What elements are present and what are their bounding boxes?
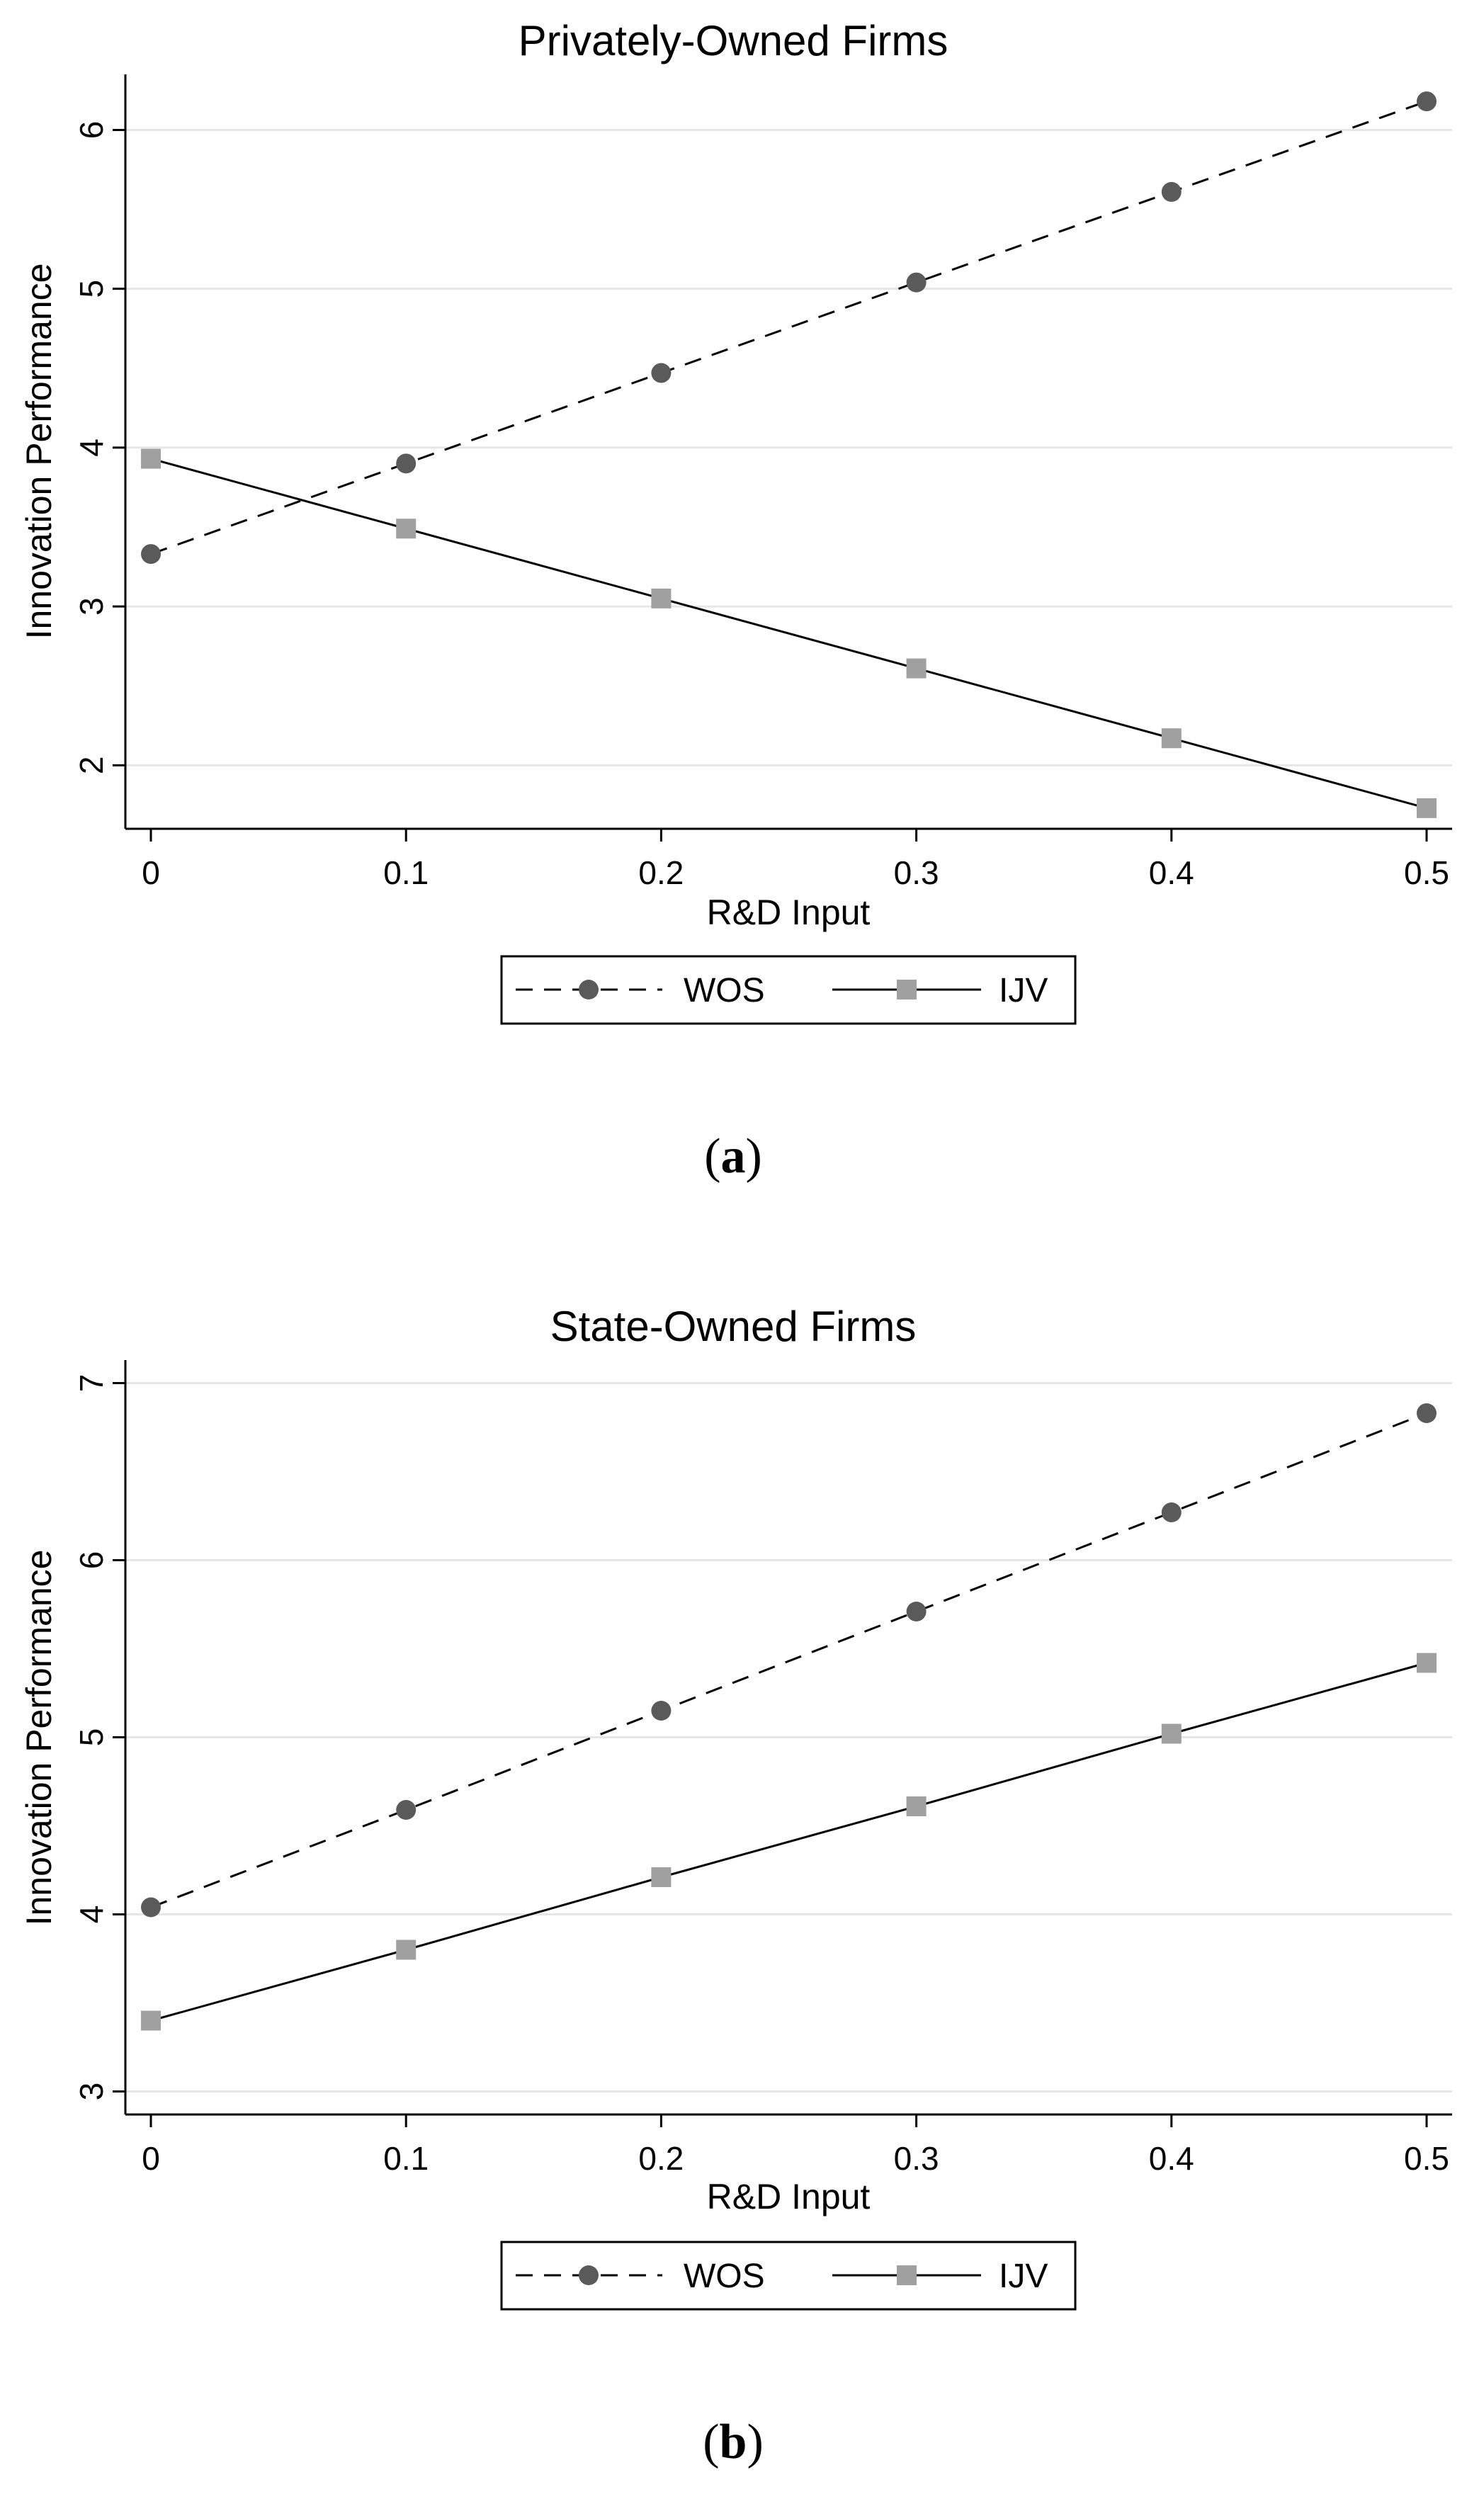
x-tick-label: 0.5 xyxy=(1404,2140,1449,2177)
x-tick-label: 0.2 xyxy=(638,854,684,891)
gridlines xyxy=(125,1382,1452,2093)
data-point-wos xyxy=(1416,91,1437,112)
data-point-ijv xyxy=(906,658,927,679)
legend-wos-label: WOS xyxy=(684,972,765,1009)
x-tick-label: 0.1 xyxy=(383,854,429,891)
data-point-wos xyxy=(1161,181,1182,202)
legend-wos-label: WOS xyxy=(684,2258,765,2295)
x-tick-label: 0.4 xyxy=(1149,854,1194,891)
data-point-wos xyxy=(396,453,417,474)
series-layer xyxy=(141,1403,1437,2031)
data-point-ijv xyxy=(141,2010,162,2031)
y-tick-label: 5 xyxy=(73,280,110,298)
gridlines xyxy=(125,128,1452,766)
y-tick-label: 4 xyxy=(73,1906,110,1924)
caption-letter: b xyxy=(720,2415,747,2469)
chart-panel-a: Privately-Owned Firms 2 3 4 5 6 0 0.1 0.2 0.3 0.… xyxy=(19,17,1452,1184)
y-tick-label: 3 xyxy=(73,597,110,616)
y-tick-label: 6 xyxy=(73,121,110,140)
series-layer xyxy=(141,91,1437,818)
x-tick-label: 0 xyxy=(142,2140,160,2177)
y-tick-label: 5 xyxy=(73,1728,110,1747)
data-point-ijv xyxy=(396,1940,417,1960)
caption-letter: a xyxy=(721,1129,746,1184)
data-point-wos xyxy=(141,1897,162,1918)
data-point-ijv xyxy=(1416,798,1437,818)
data-point-ijv xyxy=(141,448,162,469)
data-point-ijv xyxy=(651,1867,672,1887)
panel-caption-b: (b) xyxy=(703,2415,764,2469)
y-ticks: 2 3 4 5 6 xyxy=(73,121,125,774)
x-ticks: 0 0.1 0.2 0.3 0.4 0.5 xyxy=(142,829,1449,891)
x-tick-label: 0.1 xyxy=(383,2140,429,2177)
series-line-wos xyxy=(150,1412,1427,1908)
data-point-wos xyxy=(651,363,672,383)
legend-wos-marker xyxy=(579,980,599,1000)
data-point-ijv xyxy=(1161,728,1182,749)
y-tick-label: 2 xyxy=(73,757,110,775)
x-tick-label: 0.5 xyxy=(1404,854,1449,891)
y-axis-label: Innovation Performance xyxy=(19,1550,59,1926)
y-tick-label: 4 xyxy=(73,438,110,457)
y-tick-label: 3 xyxy=(73,2083,110,2101)
y-ticks: 3 4 5 6 7 xyxy=(73,1374,125,2101)
series-line-ijv xyxy=(150,458,1427,810)
data-point-wos xyxy=(396,1800,417,1820)
data-point-ijv xyxy=(651,588,672,608)
data-point-ijv xyxy=(396,519,417,539)
data-point-ijv xyxy=(1416,1653,1437,1673)
data-point-ijv xyxy=(1161,1723,1182,1744)
y-tick-label: 6 xyxy=(73,1551,110,1570)
series-line-wos xyxy=(150,100,1427,555)
x-tick-label: 0.3 xyxy=(894,854,939,891)
data-point-wos xyxy=(141,544,162,565)
data-point-wos xyxy=(651,1701,672,1721)
data-point-wos xyxy=(1416,1403,1437,1423)
y-axis-label: Innovation Performance xyxy=(19,264,59,640)
series-line-ijv xyxy=(150,1662,1427,2022)
x-tick-label: 0.2 xyxy=(638,2140,684,2177)
legend: WOS IJV xyxy=(500,955,1077,1025)
legend: WOS IJV xyxy=(500,2241,1077,2311)
legend-ijv-label: IJV xyxy=(999,972,1048,1009)
x-tick-label: 0.4 xyxy=(1149,2140,1194,2177)
x-axis-label: R&D Input xyxy=(707,893,871,932)
x-tick-label: 0.3 xyxy=(894,2140,939,2177)
x-tick-label: 0 xyxy=(142,854,160,891)
data-point-wos xyxy=(906,272,927,293)
chart-panel-b: State-Owned Firms 3 4 5 6 7 0 0.1 0.2 0.3 0.4 0.5… xyxy=(19,1303,1452,2469)
legend-wos-marker xyxy=(579,2265,599,2285)
legend-ijv-label: IJV xyxy=(999,2258,1048,2295)
chart-title: Privately-Owned Firms xyxy=(519,17,948,64)
chart-title: State-Owned Firms xyxy=(550,1303,917,1350)
x-ticks: 0 0.1 0.2 0.3 0.4 0.5 xyxy=(142,2114,1449,2177)
x-axis-label: R&D Input xyxy=(707,2177,871,2216)
data-point-wos xyxy=(1161,1502,1182,1522)
y-tick-label: 7 xyxy=(73,1374,110,1393)
legend-ijv-marker xyxy=(897,2265,917,2285)
data-point-wos xyxy=(906,1602,927,1621)
panel-caption-a: (a) xyxy=(704,1129,762,1184)
data-point-ijv xyxy=(906,1796,927,1816)
legend-ijv-marker xyxy=(897,980,917,1000)
